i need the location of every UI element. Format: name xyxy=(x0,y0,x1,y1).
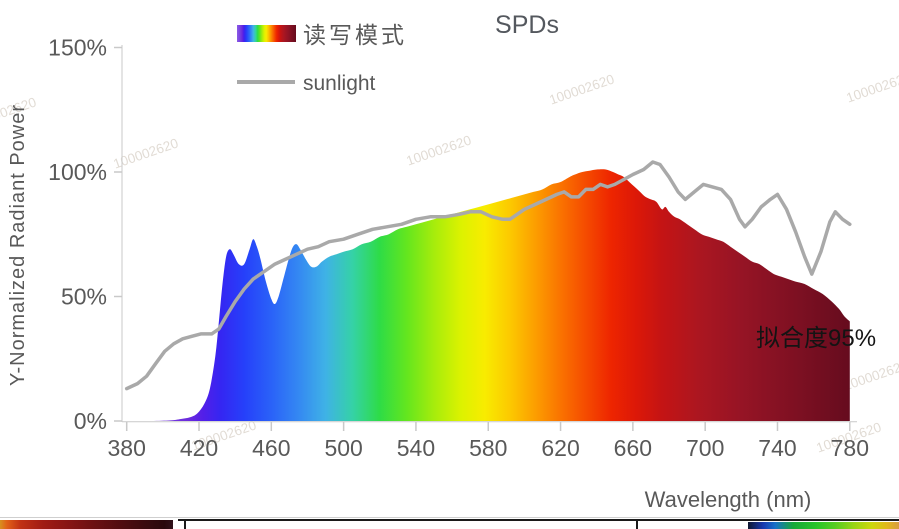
fit-annotation: 拟合度95% xyxy=(756,325,876,352)
next-row-hairline xyxy=(0,517,899,518)
axes xyxy=(121,45,857,423)
x-tick-label: 420 xyxy=(180,435,218,461)
sunlight-line-series xyxy=(124,160,852,391)
y-tick-label: 0% xyxy=(74,408,107,434)
spd-chart: SPDs 读写模式 sunlight 0% 50% 100% 150% 380 420 4… xyxy=(7,11,876,512)
legend: 读写模式 sunlight xyxy=(237,22,407,95)
legend-spectrum-swatch xyxy=(237,25,296,42)
next-row-divider xyxy=(636,519,638,529)
x-tick-label: 740 xyxy=(758,435,796,461)
x-tick-label: 780 xyxy=(831,435,869,461)
legend-label-sunlight: sunlight xyxy=(303,72,376,95)
x-tick-label: 460 xyxy=(252,435,290,461)
x-tick-label: 620 xyxy=(541,435,579,461)
y-tick-label: 50% xyxy=(61,284,107,310)
x-tick-label: 380 xyxy=(108,435,146,461)
x-tick-label: 580 xyxy=(469,435,507,461)
spd-area-series xyxy=(126,169,850,422)
x-tick-label: 660 xyxy=(614,435,652,461)
next-row-left-spectrum-strip xyxy=(0,520,173,529)
x-axis-title: Wavelength (nm) xyxy=(645,487,812,512)
x-tick-label: 700 xyxy=(686,435,724,461)
next-row-panel-border xyxy=(178,519,899,521)
y-axis-title: Y-Normalized Radiant Power xyxy=(7,104,29,386)
chart-title: SPDs xyxy=(495,11,559,39)
next-row-axis-tick xyxy=(184,519,186,529)
next-row-right-spectrum-strip xyxy=(748,522,899,529)
legend-label-spd: 读写模式 xyxy=(303,22,407,48)
y-axis-ticks: 0% 50% 100% 150% xyxy=(48,35,122,434)
x-tick-label: 500 xyxy=(324,435,362,461)
x-tick-label: 540 xyxy=(397,435,435,461)
x-axis-ticks: 380 420 460 500 540 580 620 660 700 740 780 xyxy=(108,422,869,461)
y-tick-label: 150% xyxy=(48,35,107,61)
y-tick-label: 100% xyxy=(48,159,107,185)
